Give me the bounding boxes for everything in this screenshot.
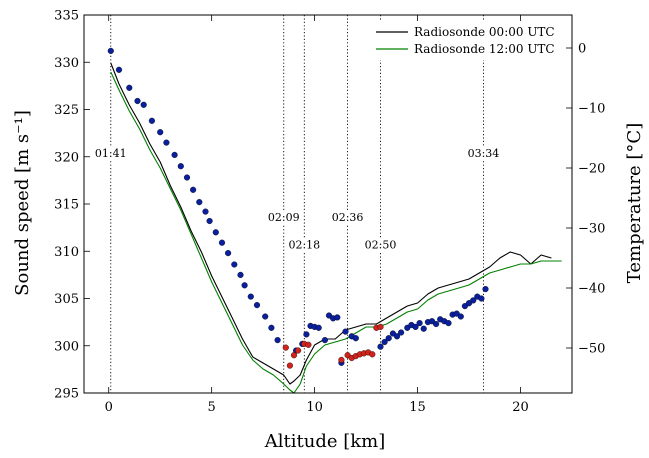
scatter-point	[338, 356, 345, 363]
scatter-point	[315, 324, 322, 331]
legend-label: Radiosonde 00:00 UTC	[414, 25, 555, 39]
time-marker-label: 02:50	[365, 238, 397, 251]
scatter-point	[305, 341, 312, 348]
scatter-point	[478, 295, 485, 302]
scatter-point	[196, 199, 203, 206]
scatter-point	[268, 324, 275, 331]
scatter-point	[190, 186, 197, 193]
time-marker-label: 02:36	[332, 211, 364, 224]
x-tick-label: 20	[512, 400, 529, 415]
time-marker-label: 01:41	[95, 147, 127, 160]
scatter-point	[157, 129, 164, 136]
scatter-point	[262, 313, 269, 320]
x-tick-label: 15	[409, 400, 426, 415]
scatter-point	[416, 320, 423, 327]
scatter-point	[286, 362, 293, 369]
scatter-point	[171, 151, 178, 158]
y-axis-title: Sound speed [m s⁻¹]	[12, 110, 33, 296]
scatter-point	[126, 84, 133, 91]
scatter-point	[303, 331, 310, 338]
y-tick-label: 325	[54, 103, 79, 118]
scatter-point	[433, 320, 440, 328]
time-marker-label-bg	[286, 238, 323, 253]
scatter-point	[218, 239, 226, 246]
scatter-point	[183, 174, 191, 181]
x-tick-label: 0	[105, 400, 113, 415]
y2-tick-label: 0	[578, 42, 586, 57]
scatter-point	[253, 302, 261, 309]
scatter-point	[334, 314, 341, 321]
scatter-point	[163, 139, 170, 146]
scatter-point	[225, 250, 232, 257]
y-tick-label: 310	[54, 245, 79, 260]
axes: 0 5 10 15 20 295 300 305 310 315 320 325 330 335 0 −10 −…	[54, 9, 605, 416]
scatter-point	[212, 229, 219, 236]
scatter-point	[369, 351, 376, 358]
scatter-point	[290, 352, 298, 359]
y2-tick-label: −10	[578, 102, 605, 117]
y-tick-label: 315	[54, 198, 79, 213]
time-marker-label-bg	[265, 211, 302, 226]
scatter-point	[140, 101, 147, 108]
scatter-point	[206, 217, 213, 225]
time-marker-label: 02:18	[288, 238, 320, 251]
scatter-point	[445, 320, 452, 327]
legend: Radiosonde 00:00 UTC Radiosonde 12:00 UTC	[372, 20, 568, 60]
x-tick-label: 5	[208, 400, 216, 415]
scatter-point	[107, 47, 114, 54]
legend-box	[372, 20, 568, 60]
scatter-point	[202, 208, 209, 215]
scatter-point	[295, 347, 302, 354]
y-tick-label: 335	[54, 9, 79, 24]
y-tick-label: 300	[54, 339, 79, 354]
scatter-point	[377, 343, 384, 350]
y2-tick-label: −30	[578, 222, 605, 237]
scatter-point	[352, 335, 359, 342]
legend-label: Radiosonde 12:00 UTC	[414, 42, 555, 56]
scatter-point	[457, 313, 464, 320]
time-marker-label: 02:09	[268, 211, 300, 224]
scatter-point	[134, 97, 141, 105]
scatter-point	[274, 337, 281, 344]
x-tick-label: 10	[306, 400, 323, 415]
y2-tick-label: −20	[578, 162, 605, 177]
y-tick-label: 330	[54, 56, 79, 71]
scatter-point	[321, 337, 328, 344]
scatter-point	[377, 323, 384, 330]
plot-frame	[83, 14, 573, 394]
scatter-point	[381, 338, 388, 346]
series-line	[110, 62, 552, 385]
scatter-point	[398, 329, 405, 336]
time-marker-label-bg	[92, 146, 129, 161]
scatter-point	[241, 282, 248, 289]
y-tick-label: 320	[54, 150, 79, 165]
scatter-point	[420, 325, 427, 332]
scatter-point	[115, 66, 123, 73]
y-tick-label: 295	[54, 387, 79, 402]
series-line	[110, 71, 562, 394]
time-marker-label-bg	[362, 238, 399, 253]
scatter-point	[342, 328, 349, 335]
scatter-point	[482, 286, 489, 293]
scatter-point	[148, 117, 155, 124]
scatter-point	[385, 335, 392, 342]
y-tick-label: 305	[54, 292, 79, 307]
scatter-point	[231, 261, 238, 268]
scatter-point	[470, 297, 477, 304]
scatter-point	[393, 333, 401, 340]
y2-axis-title: Temperature [°C]	[624, 123, 645, 283]
y2-tick-label: −40	[578, 282, 605, 297]
scatter-point	[412, 323, 419, 330]
plot-area: 01:41 02:09 02:18 02:36 02:50 03:34	[92, 15, 562, 394]
scatter-point	[237, 271, 244, 278]
scatter-point	[282, 344, 289, 351]
time-marker-label-bg	[465, 146, 502, 161]
time-marker-label-bg	[329, 211, 366, 226]
x-axis-title: Altitude [km]	[264, 431, 386, 452]
y2-tick-label: −50	[578, 342, 605, 357]
scatter-point	[247, 293, 254, 300]
time-marker-label: 03:34	[468, 147, 500, 160]
scatter-point	[177, 163, 184, 170]
